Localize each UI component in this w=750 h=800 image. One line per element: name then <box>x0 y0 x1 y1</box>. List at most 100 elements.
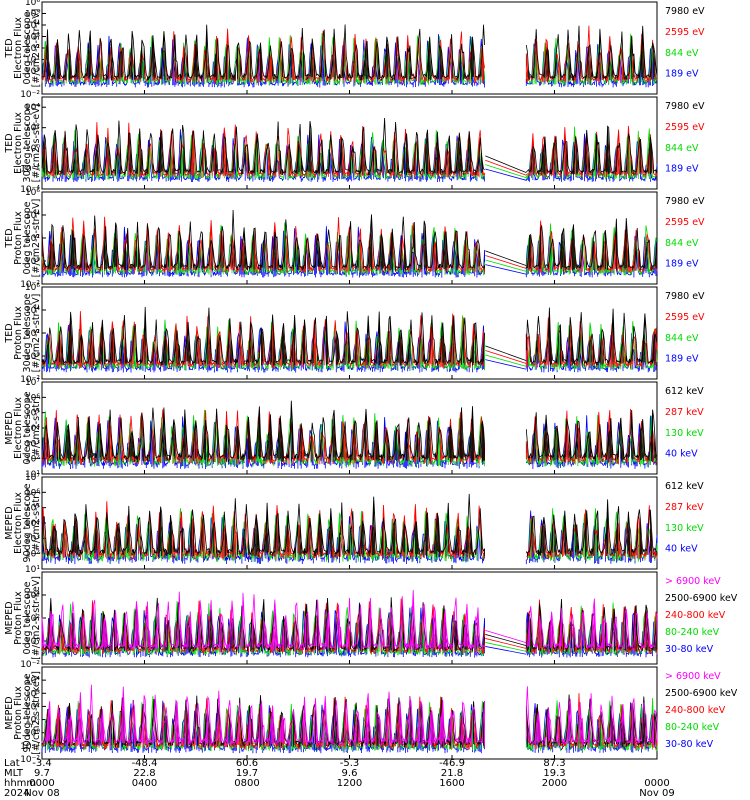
gap-interpolation-line <box>485 646 527 655</box>
series-trace-1 <box>41 589 658 651</box>
legend-entry: 844 eV <box>665 333 699 344</box>
y-axis-label: Electron Flux <box>13 492 24 554</box>
series-trace-1 <box>41 400 658 463</box>
y-axis-label: Electron Flux <box>13 397 24 459</box>
y-tick-label: 10¹ <box>25 56 40 66</box>
y-tick-label: 10² <box>25 614 40 624</box>
footer-value-hhmm: 0000 <box>29 778 54 789</box>
y-tick-label: 10⁻² <box>20 660 40 670</box>
y-tick-label: 10⁰ <box>25 257 40 267</box>
y-tick-label: 10³ <box>25 689 40 699</box>
legend-entry: 612 keV <box>665 481 704 492</box>
legend-entry: 844 eV <box>665 143 699 154</box>
y-axis-label: 0deg telescope <box>22 581 33 654</box>
gap-interpolation-line <box>485 250 527 266</box>
legend-entry: 287 keV <box>665 502 704 513</box>
y-tick-label: 10⁻⁴ <box>20 185 40 195</box>
y-tick-label: 10³ <box>25 534 40 544</box>
legend-entry: 287 keV <box>665 407 704 418</box>
footer-value-hhmm: 1200 <box>337 778 362 789</box>
legend-entry: 612 keV <box>665 386 704 397</box>
y-tick-label: 10⁻¹ <box>20 742 40 752</box>
y-axis-label: MEPED <box>4 506 15 539</box>
y-tick-label: 10⁶ <box>25 0 40 8</box>
footer-value-date: Nov 08 <box>24 788 59 799</box>
series-trace-1 <box>41 493 658 558</box>
gap-interpolation-line <box>485 264 527 275</box>
footer-value-hhmm: 2000 <box>542 778 567 789</box>
legend-entry: 189 eV <box>665 164 699 175</box>
legend-entry: 7980 eV <box>665 196 705 207</box>
y-tick-label: 10² <box>25 702 40 712</box>
y-tick-label: 10⁴ <box>25 21 40 31</box>
y-tick-label: 10² <box>25 550 40 560</box>
y-tick-label: 10² <box>25 329 40 339</box>
gap-interpolation-line <box>485 354 527 367</box>
series-trace-1 <box>41 117 658 176</box>
legend-entry: 2500-6900 keV <box>665 688 738 699</box>
legend-entry: 30-80 keV <box>665 644 714 655</box>
y-axis-label: TED <box>4 323 15 343</box>
gap-interpolation-line <box>485 634 527 646</box>
y-axis-label: 0deg telescope <box>22 201 33 274</box>
y-tick-label: 10² <box>25 124 40 134</box>
series-trace-1 <box>41 306 658 366</box>
legend-entry: 80-240 keV <box>665 627 720 638</box>
y-axis-label: TED <box>4 228 15 248</box>
y-axis-label: [#/cm2-s-str-eV] <box>31 104 42 183</box>
gap-interpolation-line <box>485 155 527 174</box>
y-axis-label: Proton Flux <box>13 211 24 265</box>
y-tick-label: 10¹ <box>25 565 40 575</box>
legend-entry: 2595 eV <box>665 27 705 38</box>
gap-interpolation-line <box>485 350 527 364</box>
y-tick-label: 10⁵ <box>25 409 40 419</box>
series-trace-1 <box>41 209 658 271</box>
y-tick-label: 10¹ <box>25 470 40 480</box>
gap-interpolation-line <box>485 259 527 272</box>
legend-entry: 2595 eV <box>665 312 705 323</box>
footer-value-mlt: 19.3 <box>543 768 565 779</box>
gap-interpolation-line <box>485 630 527 644</box>
legend-entry: 80-240 keV <box>665 722 720 733</box>
y-tick-label: 10⁻² <box>20 375 40 385</box>
series-trace-1 <box>41 684 658 746</box>
y-axis-label: [#/cm2-s-str] <box>31 396 42 459</box>
y-axis-label: Proton Flux <box>13 686 24 740</box>
legend-entry: 2500-6900 keV <box>665 593 738 604</box>
legend-entry: 130 keV <box>665 428 704 439</box>
y-axis-label: Electron Flux <box>13 17 24 79</box>
footer-value-lat: 87.3 <box>543 758 565 769</box>
y-axis-label: [#/cm2-s-str-keV] <box>31 671 42 755</box>
y-axis-label: [#/cm2-s-str-keV] <box>31 576 42 660</box>
y-tick-label: 10⁻² <box>20 165 40 175</box>
y-tick-label: 10⁰ <box>25 729 40 739</box>
y-axis-label: TED <box>4 133 15 153</box>
y-axis-label: 0deg telescope <box>22 11 33 84</box>
y-tick-label: 10² <box>25 234 40 244</box>
gap-interpolation-line <box>485 164 527 179</box>
y-axis-label: MEPED <box>4 601 15 634</box>
footer-value-mlt: 9.7 <box>34 768 50 779</box>
footer-row-label: MLT <box>4 768 24 779</box>
legend-entry: 189 eV <box>665 259 699 270</box>
footer-value-hhmm: 1600 <box>439 778 464 789</box>
y-tick-label: 10⁷ <box>25 378 40 388</box>
y-axis-label: 0deg telescope <box>22 391 33 464</box>
footer-value-lat: -48.4 <box>132 758 158 769</box>
gap-interpolation-line <box>485 159 527 176</box>
y-tick-label: 10⁴ <box>25 676 40 686</box>
footer-row-label: hhmm <box>4 778 36 789</box>
gap-interpolation-line <box>485 638 527 649</box>
y-tick-label: 10⁵ <box>25 10 40 20</box>
footer-value-mlt: 19.7 <box>236 768 258 779</box>
y-tick-label: 10⁷ <box>25 473 40 483</box>
y-tick-label: 10⁰ <box>25 144 40 154</box>
legend-entry: 844 eV <box>665 48 699 59</box>
